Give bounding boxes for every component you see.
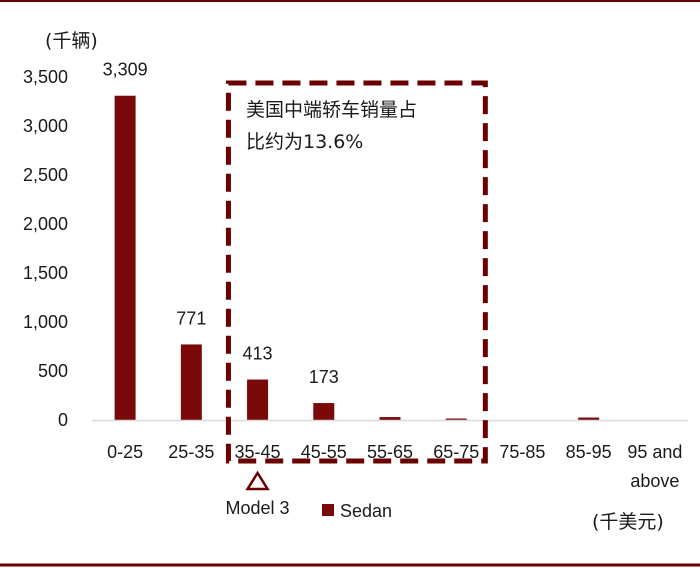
data-labels: 3,309 771 413 173: [103, 60, 339, 387]
data-label: 771: [176, 308, 206, 328]
data-label: 3,309: [103, 60, 148, 80]
y-tick-label: 2,000: [23, 214, 68, 234]
legend-swatch-sedan: [322, 504, 334, 516]
y-tick-label: 0: [58, 410, 68, 430]
x-tick-label: 25-35: [168, 442, 214, 462]
x-tick-label: 65-75: [433, 442, 479, 462]
x-tick-label: 45-55: [301, 442, 347, 462]
data-label: 413: [243, 344, 273, 364]
x-tick-label: 75-85: [499, 442, 545, 462]
x-axis-ticks: 0-25 25-35 35-45 45-55 55-65 65-75 75-85 85-95 9…: [107, 442, 682, 491]
y-axis-ticks: 0 500 1,000 1,500 2,000 2,500 3,000 3,500: [23, 67, 68, 430]
x-unit-label: (千美元): [592, 511, 664, 533]
bar: [114, 95, 136, 420]
highlight-annotation-line1: 美国中端轿车销量占: [246, 99, 417, 121]
mid-range-highlight-box: [225, 80, 488, 464]
bar: [379, 417, 401, 420]
y-tick-label: 1,000: [23, 312, 68, 332]
y-tick-label: 3,500: [23, 67, 68, 87]
legend-label-sedan: Sedan: [340, 501, 392, 521]
model-3-label: Model 3: [226, 498, 290, 518]
y-tick-label: 1,500: [23, 263, 68, 283]
bar-series-sedan: [114, 95, 600, 420]
y-tick-label: 2,500: [23, 165, 68, 185]
model-3-triangle-icon: [245, 470, 270, 491]
bar: [247, 379, 269, 420]
bar: [180, 344, 202, 420]
bar: [445, 418, 467, 420]
x-tick-label: above: [630, 471, 679, 491]
highlight-annotation-line2: 比约为13.6%: [246, 131, 363, 153]
bar: [578, 417, 600, 420]
x-tick-label: 85-95: [566, 442, 612, 462]
bar: [313, 403, 335, 420]
y-tick-label: 500: [38, 361, 68, 381]
y-tick-label: 3,000: [23, 116, 68, 136]
x-tick-label: 95 and: [627, 442, 682, 462]
y-unit-label: (千辆): [45, 30, 98, 52]
x-tick-label: 55-65: [367, 442, 413, 462]
data-label: 173: [309, 367, 339, 387]
x-tick-label: 35-45: [235, 442, 281, 462]
x-tick-label: 0-25: [107, 442, 143, 462]
